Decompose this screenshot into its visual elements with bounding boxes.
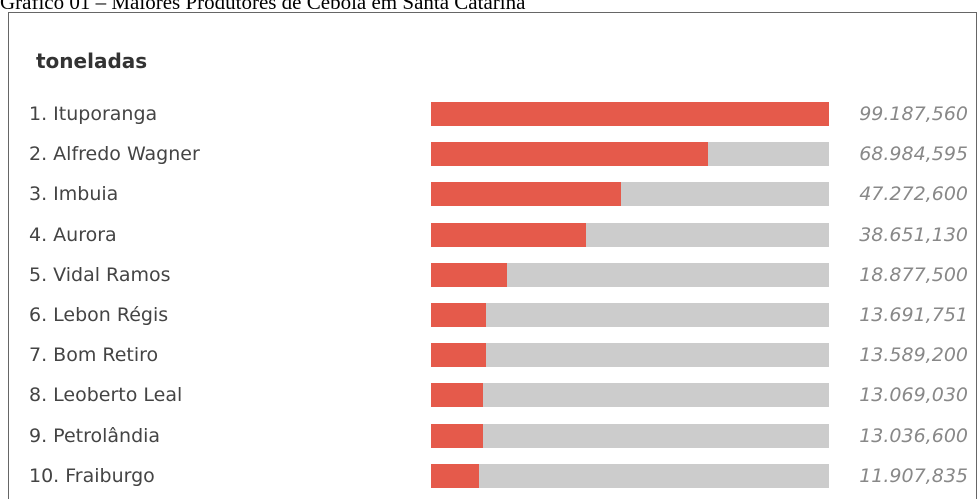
bar-row: 6. Lebon Régis 13.691,751 xyxy=(9,295,978,335)
bar xyxy=(431,222,587,247)
bar-row: 1. Ituporanga 99.187,560 xyxy=(9,94,978,134)
bar-row: 5. Vidal Ramos 18.877,500 xyxy=(9,255,978,295)
bar-row: 3. Imbuia 47.272,600 xyxy=(9,174,978,214)
bar-track xyxy=(431,303,829,327)
value-label: 13.036,600 xyxy=(859,424,968,447)
value-label: 13.691,751 xyxy=(859,304,968,326)
bar-track xyxy=(431,102,829,126)
bar-track xyxy=(431,222,829,247)
bar xyxy=(431,102,829,126)
bar-track xyxy=(431,383,829,408)
value-label: 18.877,500 xyxy=(859,263,968,286)
bar-row: 10. Fraiburgo 11.907,835 xyxy=(9,456,978,496)
category-label: 1. Ituporanga xyxy=(29,103,158,125)
chart-title: toneladas xyxy=(36,49,148,73)
bar xyxy=(431,343,486,368)
bar xyxy=(431,182,621,207)
value-label: 13.069,030 xyxy=(859,384,968,407)
value-label: 47.272,600 xyxy=(859,183,968,206)
chart-frame: toneladas 1. Ituporanga 99.187,560 2. Alfr… xyxy=(8,12,977,499)
category-label: 6. Lebon Régis xyxy=(29,304,169,326)
bar xyxy=(431,423,484,448)
category-label: 5. Vidal Ramos xyxy=(29,263,171,286)
bar-track xyxy=(431,463,829,488)
bar-row: 7. Bom Retiro 13.589,200 xyxy=(9,335,978,375)
category-label: 4. Aurora xyxy=(29,223,117,246)
bar-track xyxy=(431,142,829,167)
bar xyxy=(431,262,507,287)
figure-caption: Gráfico 01 – Maiores Produtores de Cebol… xyxy=(0,0,526,14)
value-label: 38.651,130 xyxy=(859,223,968,246)
bar-track xyxy=(431,262,829,287)
category-label: 8. Leoberto Leal xyxy=(29,384,183,407)
category-label: 7. Bom Retiro xyxy=(29,344,159,367)
category-label: 10. Fraiburgo xyxy=(29,464,155,487)
category-label: 2. Alfredo Wagner xyxy=(29,143,200,166)
value-label: 11.907,835 xyxy=(859,464,968,487)
bar-row: 9. Petrolândia 13.036,600 xyxy=(9,416,978,456)
bar-track xyxy=(431,343,829,368)
value-label: 13.589,200 xyxy=(859,344,968,367)
bar xyxy=(431,463,479,488)
bar xyxy=(431,383,484,408)
bar-row: 2. Alfredo Wagner 68.984,595 xyxy=(9,134,978,174)
bar xyxy=(431,303,486,327)
bar xyxy=(431,142,708,167)
category-label: 3. Imbuia xyxy=(29,183,119,206)
bar-track xyxy=(431,423,829,448)
bar-row: 4. Aurora 38.651,130 xyxy=(9,215,978,255)
value-label: 99.187,560 xyxy=(859,103,968,125)
bar-row: 8. Leoberto Leal 13.069,030 xyxy=(9,375,978,415)
bar-track xyxy=(431,182,829,207)
value-label: 68.984,595 xyxy=(859,143,968,166)
category-label: 9. Petrolândia xyxy=(29,424,161,447)
